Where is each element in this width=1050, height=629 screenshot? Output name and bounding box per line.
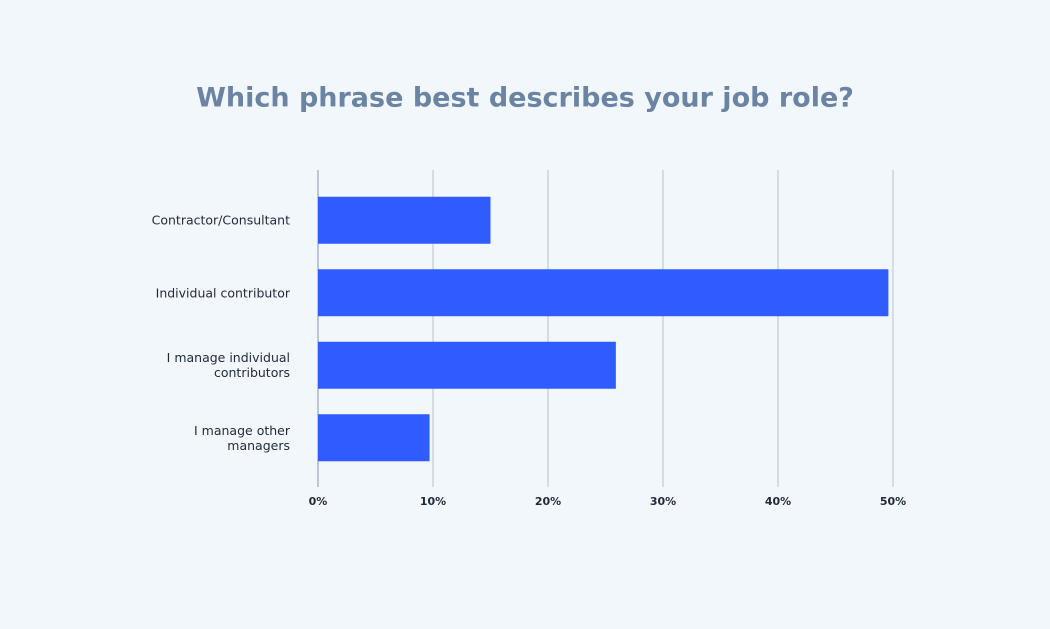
x-tick-label: 10% <box>420 495 446 508</box>
y-tick-label: Contractor/Consultant <box>151 212 290 228</box>
bar <box>318 341 616 389</box>
x-tick-label: 50% <box>880 495 906 508</box>
y-tick-label: Individual contributor <box>155 285 290 301</box>
x-tick-label: 0% <box>309 495 328 508</box>
bar <box>318 196 491 244</box>
y-tick-label: I manage individual contributors <box>166 350 290 381</box>
x-tick-label: 40% <box>765 495 791 508</box>
y-tick-label: I manage other managers <box>194 422 290 453</box>
x-tick-label: 20% <box>535 495 561 508</box>
chart-title: Which phrase best describes your job rol… <box>196 83 854 114</box>
x-tick-label: 30% <box>650 495 676 508</box>
bar <box>318 414 430 462</box>
bar <box>318 269 889 317</box>
